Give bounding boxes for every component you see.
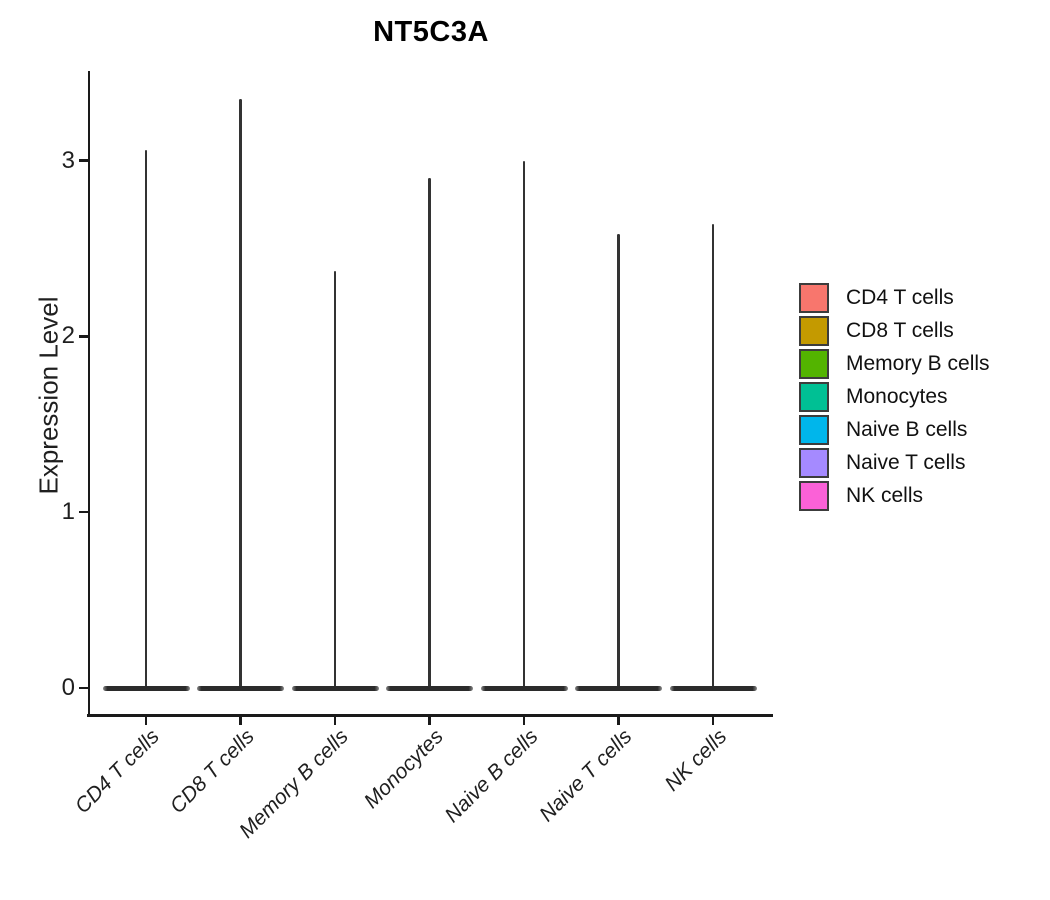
y-tick-mark: [79, 335, 88, 338]
legend-item: CD4 T cells: [799, 283, 954, 313]
violin-spike: [428, 178, 431, 689]
legend-swatch: [799, 283, 829, 313]
x-tick-mark: [711, 716, 715, 725]
x-axis-line: [86, 714, 773, 717]
y-axis-line: [87, 71, 91, 717]
legend-label: Memory B cells: [846, 352, 990, 375]
x-tick-label-text: Naive B cells: [440, 725, 543, 828]
y-tick-mark: [79, 159, 88, 162]
legend-swatch: [799, 316, 829, 346]
x-tick-label-text: Monocytes: [359, 725, 448, 814]
legend-label: Monocytes: [846, 385, 948, 408]
violin-spike: [617, 234, 620, 689]
x-tick-mark: [428, 716, 431, 725]
violin-spike: [522, 160, 526, 689]
y-tick-label: 3: [61, 146, 75, 174]
x-tick-mark: [522, 716, 526, 725]
legend-item: CD8 T cells: [799, 316, 954, 346]
violin-spike: [239, 99, 242, 689]
violin-spike: [333, 271, 337, 689]
y-tick-label: 1: [61, 498, 75, 526]
legend-label: CD4 T cells: [846, 286, 954, 309]
y-tick-label: 2: [61, 322, 75, 350]
legend-label: NK cells: [846, 484, 924, 507]
violin-base: [386, 685, 473, 691]
legend-label: Naive B cells: [846, 418, 968, 441]
x-tick-label-text: CD4 T cells: [71, 725, 165, 819]
legend-item: Naive T cells: [799, 448, 965, 478]
legend-item: Naive B cells: [799, 415, 967, 445]
legend-swatch: [799, 448, 829, 478]
violin-base: [575, 685, 662, 691]
violin-base: [197, 685, 284, 691]
y-tick-label: 0: [61, 674, 75, 701]
x-tick-mark: [617, 716, 620, 725]
x-tick-mark: [239, 716, 242, 725]
y-tick-mark: [79, 686, 88, 690]
legend-item: Monocytes: [799, 382, 948, 412]
legend-swatch: [799, 481, 829, 511]
y-tick-mark: [79, 510, 88, 514]
legend-swatch: [799, 415, 829, 445]
x-tick-label-text: NK cells: [660, 725, 732, 796]
violin-spike: [711, 223, 715, 689]
legend-item: NK cells: [799, 481, 923, 511]
x-tick-mark: [333, 716, 337, 725]
x-tick-label-text: CD8 T cells: [165, 725, 259, 819]
violin-base: [669, 685, 757, 691]
legend-swatch: [799, 349, 829, 379]
legend-item: Memory B cells: [799, 349, 990, 379]
legend-label: Naive T cells: [846, 451, 966, 474]
chart-title: NT5C3A: [373, 16, 489, 48]
x-tick-mark: [144, 716, 148, 725]
x-tick-label-text: Naive T cells: [535, 725, 637, 827]
violin-base: [102, 685, 190, 691]
violin-spike: [144, 150, 148, 689]
violin-base: [480, 685, 568, 691]
legend-swatch: [799, 382, 829, 412]
violin-base: [291, 685, 379, 691]
legend-label: CD8 T cells: [846, 319, 954, 342]
